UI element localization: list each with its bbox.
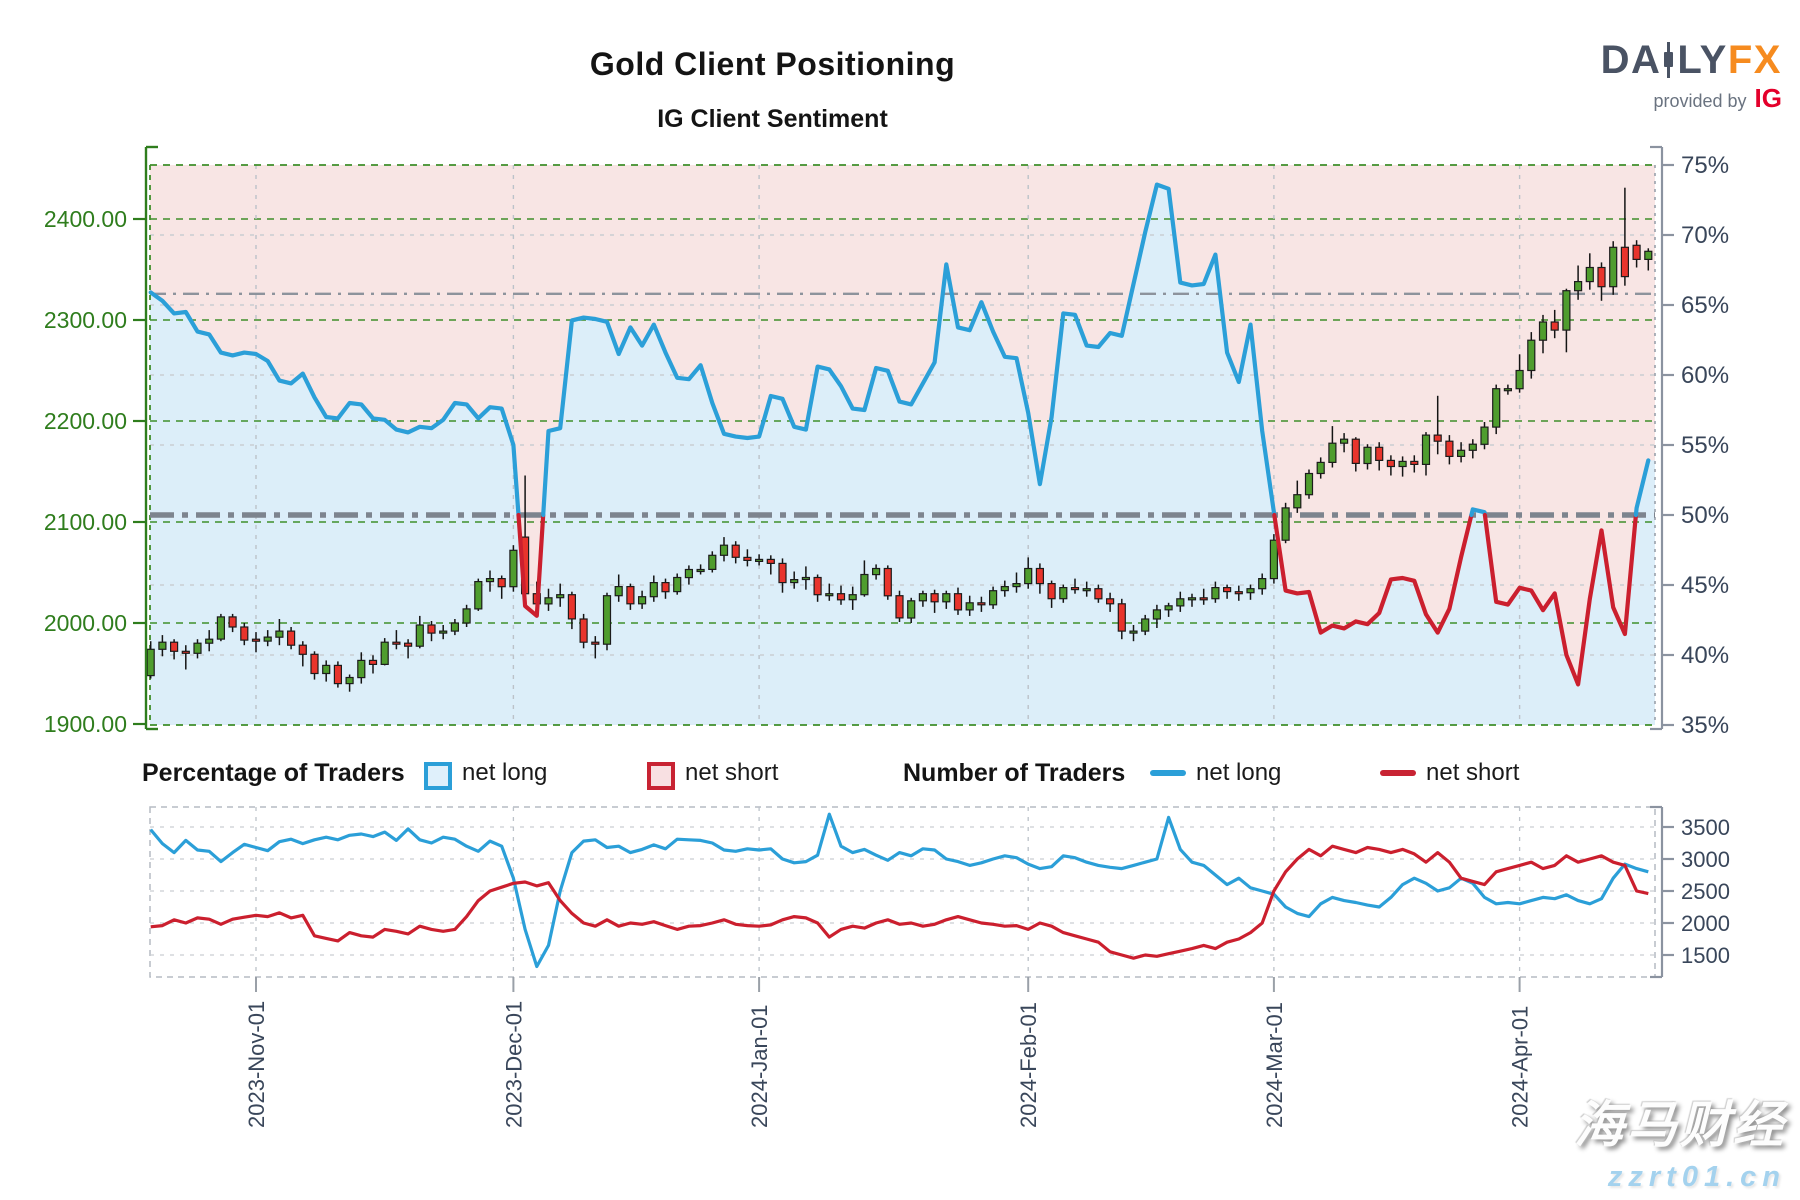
logo-tagline: provided by IG [1601, 83, 1782, 114]
svg-text:2024-Apr-01: 2024-Apr-01 [1508, 1006, 1533, 1128]
net-long-pct-swatch [424, 762, 452, 790]
net-short-count-swatch [1380, 770, 1416, 776]
svg-text:3000: 3000 [1681, 847, 1730, 872]
svg-text:2500: 2500 [1681, 879, 1730, 904]
svg-text:3500: 3500 [1681, 815, 1730, 840]
svg-text:2024-Feb-01: 2024-Feb-01 [1016, 1002, 1041, 1128]
net-short-pct-line [1482, 512, 1639, 687]
ig-brand: IG [1754, 83, 1782, 113]
svg-text:40%: 40% [1681, 642, 1729, 669]
svg-text:2200.00: 2200.00 [44, 408, 127, 434]
dailyfx-wordmark: DA LY FX [1601, 40, 1782, 80]
logo-text-fx: FX [1727, 38, 1782, 82]
price-axis: 2400.00 2300.00 2200.00 2100.00 2000.00 1900.… [44, 145, 158, 737]
net-short-count-line [150, 844, 1649, 960]
svg-text:60%: 60% [1681, 362, 1729, 389]
svg-text:35%: 35% [1681, 712, 1729, 739]
watermark-cn-text: 海马财经 [1574, 1097, 1786, 1153]
logo-text-da: DA [1600, 38, 1662, 82]
svg-text:2000: 2000 [1681, 911, 1730, 936]
svg-text:65%: 65% [1681, 292, 1729, 319]
svg-text:45%: 45% [1681, 572, 1729, 599]
watermark-url: zzrt01.cn [1607, 1161, 1786, 1193]
legend-percentage-header: Percentage of Traders [142, 758, 405, 787]
svg-text:2400.00: 2400.00 [44, 206, 127, 232]
svg-text:2023-Nov-01: 2023-Nov-01 [244, 1001, 269, 1128]
legend-net-short-pct: net short [685, 759, 779, 786]
count-axis: 3500 3000 2500 2000 1500 [1650, 805, 1730, 979]
provided-by-text: provided by [1653, 91, 1747, 111]
sentiment-line [148, 182, 1651, 687]
legend-net-short-count: net short [1426, 759, 1520, 786]
svg-text:1900.00: 1900.00 [44, 711, 127, 737]
dailyfx-logo: DA LY FX provided by IG [1601, 40, 1782, 114]
net-long-count-swatch [1150, 770, 1186, 776]
svg-text:75%: 75% [1681, 152, 1729, 179]
net-long-pct-line [1633, 458, 1651, 518]
legend-net-long-count: net long [1196, 759, 1282, 786]
long-sentiment-area [150, 184, 1655, 726]
page-title: Gold Client Positioning [589, 46, 956, 82]
legend-number-header: Number of Traders [903, 758, 1126, 787]
svg-text:70%: 70% [1681, 222, 1729, 249]
svg-text:2023-Dec-01: 2023-Dec-01 [501, 1001, 526, 1128]
svg-text:1500: 1500 [1681, 943, 1730, 968]
percent-axis: 75% 70% 65% 60% 55% 50% 45% 40% 35% [1650, 145, 1729, 739]
legend-net-long-pct: net long [462, 759, 548, 786]
net-long-pct-line [541, 182, 1277, 518]
candlestick-icon [1663, 42, 1675, 78]
svg-text:50%: 50% [1681, 502, 1729, 529]
net-short-pct-line [1272, 512, 1474, 635]
net-long-pct-line [148, 290, 521, 518]
candlesticks [146, 187, 1653, 692]
net-short-pct-swatch [647, 762, 675, 790]
header: Gold Client Positioning IG Client Sentim… [0, 0, 1545, 134]
svg-text:2100.00: 2100.00 [44, 509, 127, 535]
net-short-pct-line [516, 512, 546, 618]
date-axis: 2023-Nov-01 2023-Dec-01 2024-Jan-01 2024-Fe… [244, 977, 1533, 1128]
svg-text:2300.00: 2300.00 [44, 307, 127, 333]
number-of-traders-chart [149, 806, 1656, 978]
net-long-count-line [149, 812, 1649, 969]
chart-subtitle: IG Client Sentiment [657, 105, 888, 133]
svg-text:55%: 55% [1681, 432, 1729, 459]
svg-text:2024-Mar-01: 2024-Mar-01 [1262, 1002, 1287, 1128]
svg-text:2000.00: 2000.00 [44, 610, 127, 636]
watermark: 海马财经 zzrt01.cn [1574, 1085, 1786, 1194]
logo-text-ly: LY [1677, 38, 1728, 82]
svg-text:2024-Jan-01: 2024-Jan-01 [747, 1004, 772, 1128]
